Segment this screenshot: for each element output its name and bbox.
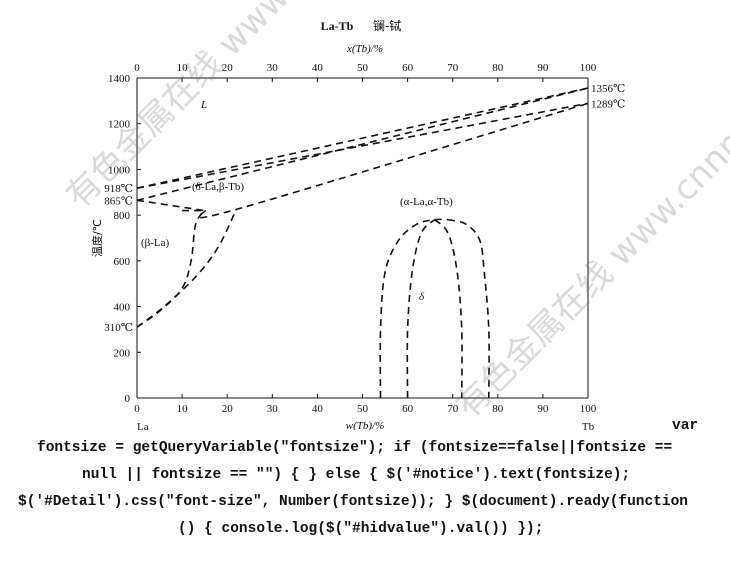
phase-label-alpha: (α-La,α-Tb): [400, 196, 453, 208]
phase-boundary-curves: [136, 87, 589, 399]
top-tick-label: 60: [402, 62, 414, 74]
top-tick-label: 30: [267, 62, 279, 74]
y-tick-label: 800: [114, 210, 131, 222]
chart-axes: [136, 77, 589, 399]
x-tick-label: 40: [312, 403, 324, 415]
phase-boundary-line-5: [197, 102, 589, 219]
x-tick-label: 70: [447, 403, 459, 415]
code-text-line-2: fontsize = getQueryVariable("fontsize");…: [37, 440, 673, 456]
x-tick-label: 20: [222, 403, 234, 415]
code-text-line-3: null || fontsize == "") { } else { $('#n…: [82, 467, 631, 483]
phase-boundary-line-9: [379, 218, 449, 399]
phase-boundary-line-10: [447, 218, 490, 399]
top-tick-label: 80: [492, 62, 504, 74]
x-tick-label: 90: [537, 403, 549, 415]
y-tick-label: 200: [114, 347, 131, 359]
x-tick-label: 80: [492, 403, 504, 415]
x-tick-label: 30: [267, 403, 279, 415]
phase-boundary-line-7: [136, 209, 237, 328]
x-tick-label: 10: [177, 403, 189, 415]
top-tick-label: 90: [537, 62, 549, 74]
temp-label-la-low: 310℃: [104, 322, 133, 334]
top-tick-label: 0: [134, 62, 140, 74]
phase-boundary-line-12: [434, 219, 463, 399]
top-tick-label: 20: [222, 62, 234, 74]
phase-label-beta-la: (β-La): [141, 237, 170, 249]
chart-labels: 0 10 20 30 40 50 60 70 80 90 1000 10 20 30 40 50 60 70 80 9…: [90, 18, 625, 430]
x-tick-label: 100: [580, 403, 597, 415]
chart-title: La-Tb: [321, 19, 354, 33]
phase-label-delta: δ: [419, 291, 425, 303]
right-element-label: Tb: [582, 421, 595, 430]
top-tick-label: 50: [357, 62, 369, 74]
phase-label-liquid: L: [200, 99, 207, 111]
x-axis-label: w(Tb)/%: [346, 420, 385, 430]
phase-boundary-line-3: [136, 87, 589, 202]
y-tick-label: 0: [125, 393, 131, 405]
temp-label-tb-melting: 1356℃: [591, 83, 625, 95]
x-tick-label: 50: [357, 403, 369, 415]
phase-boundary-line-1: [136, 87, 589, 189]
phase-boundary-line-11: [406, 219, 436, 399]
top-tick-label: 100: [580, 62, 597, 74]
phase-boundary-line-2: [136, 102, 589, 189]
top-axis-label: x(Tb)/%: [346, 43, 383, 55]
phase-label-delta-beta: (δ-La,β-Tb): [192, 181, 244, 193]
left-element-label: La: [137, 421, 149, 430]
phase-diagram-chart: 0 10 20 30 40 50 60 70 80 90 1000 10 20 30 40 50 60 70 80 9…: [90, 18, 626, 430]
chart-title-cn: 镧-铽: [373, 18, 401, 33]
top-tick-label: 10: [177, 62, 189, 74]
code-text-line-1: var: [672, 418, 699, 434]
code-text-line-4: $('#Detail').css("font-size", Number(fon…: [18, 494, 689, 510]
y-tick-label: 400: [114, 302, 131, 314]
y-axis-label: 温度/℃: [90, 219, 104, 257]
top-tick-label: 40: [312, 62, 324, 74]
y-tick-label: 1200: [108, 119, 131, 131]
y-tick-label: 1400: [108, 73, 131, 85]
temp-label-la-melting: 918℃: [104, 183, 133, 195]
y-tick-label: 600: [114, 256, 131, 268]
code-text-line-5: () { console.log($("#hidvalue").val()) }…: [178, 521, 544, 537]
temp-label-la-transition: 865℃: [104, 195, 133, 207]
y-tick-label: 1000: [108, 164, 131, 176]
x-tick-label: 60: [402, 403, 414, 415]
x-tick-label: 0: [134, 403, 140, 415]
top-tick-label: 70: [447, 62, 459, 74]
temp-label-tb-transition: 1289℃: [591, 98, 625, 110]
